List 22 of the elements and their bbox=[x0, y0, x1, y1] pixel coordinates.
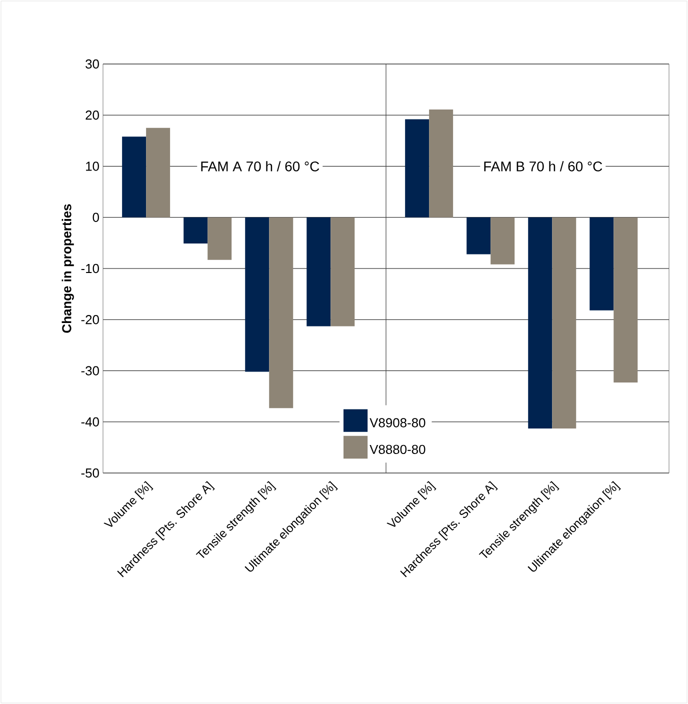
bar bbox=[146, 128, 170, 218]
bar bbox=[269, 217, 294, 408]
y-tick-label: -40 bbox=[81, 417, 99, 426]
y-tick-label: -30 bbox=[81, 366, 99, 376]
y-tick-label: -50 bbox=[81, 468, 99, 478]
legend-label: V8880-80 bbox=[370, 444, 426, 454]
annotation: FAM A 70 h / 60 °C bbox=[201, 161, 320, 172]
legend-label: V8908-80 bbox=[370, 418, 426, 428]
y-tick-label: -10 bbox=[81, 264, 99, 274]
bar bbox=[245, 217, 270, 372]
bar bbox=[208, 217, 232, 260]
bar bbox=[330, 217, 355, 326]
annotation: FAM B 70 h / 60 °C bbox=[484, 161, 602, 172]
bar bbox=[306, 217, 331, 326]
y-tick-label: 30 bbox=[86, 59, 99, 69]
y-tick-label: 20 bbox=[86, 110, 99, 120]
y-tick-label: -20 bbox=[81, 315, 99, 324]
y-axis-title: Change in properties bbox=[62, 204, 74, 333]
bar bbox=[184, 217, 208, 244]
bar bbox=[122, 136, 146, 218]
y-tick-label: 10 bbox=[86, 162, 99, 171]
y-tick-label: 0 bbox=[92, 212, 99, 222]
